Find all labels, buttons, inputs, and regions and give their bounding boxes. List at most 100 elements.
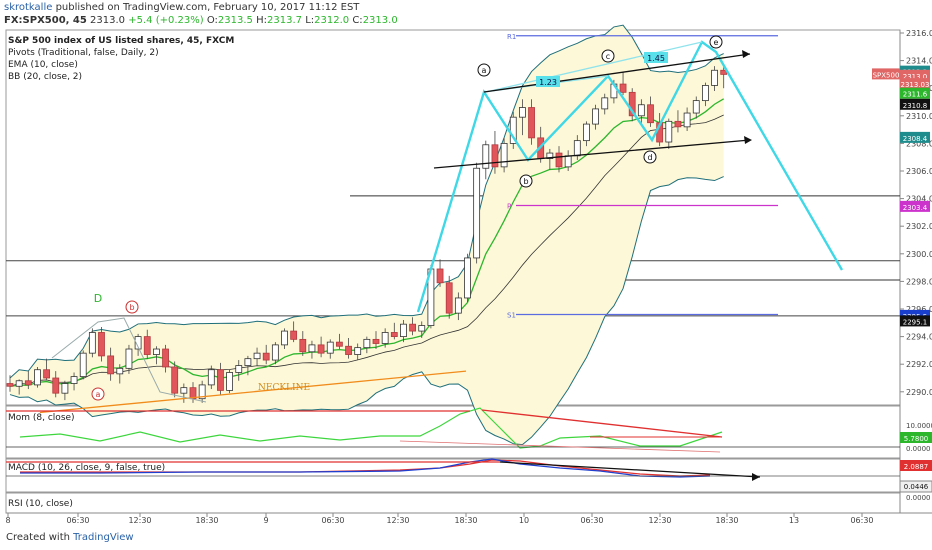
price-tick-label: 2296.0 xyxy=(906,305,932,314)
candle xyxy=(436,268,444,284)
legend-ema[interactable]: EMA (10, close) xyxy=(8,60,78,70)
wave-label-circle xyxy=(643,150,657,164)
candle xyxy=(299,338,307,353)
arrow-head xyxy=(752,473,760,481)
legend-bb[interactable]: BB (20, close, 2) xyxy=(8,72,83,82)
published-text: published on TradingView.com, February 1… xyxy=(55,2,360,13)
candle xyxy=(152,348,160,355)
price-tick-label: 2298.0 xyxy=(906,277,932,286)
time-tick-label: 06:30 xyxy=(321,516,344,525)
time-tick-label: 10 xyxy=(519,516,529,525)
wave-label-circle xyxy=(125,300,139,314)
channel-lower-line xyxy=(433,139,751,169)
price-tick-label: 2294.0 xyxy=(906,333,932,342)
candle xyxy=(180,387,188,394)
candle xyxy=(308,344,316,353)
time-tick-label: 06:30 xyxy=(850,516,873,525)
candle xyxy=(601,97,609,110)
legend-pivots[interactable]: Pivots (Traditional, false, Daily, 2) xyxy=(8,48,159,58)
candle xyxy=(116,367,124,375)
candle xyxy=(665,120,673,143)
price-tick-label: 2302.0 xyxy=(906,222,932,231)
candle xyxy=(345,345,352,355)
open-label: O: xyxy=(206,15,218,26)
arrow-head xyxy=(744,136,752,144)
wave-label: b xyxy=(129,303,134,312)
candle xyxy=(418,325,426,332)
wave-pattern xyxy=(416,40,844,313)
candle xyxy=(500,142,508,168)
wave-label: e xyxy=(714,38,719,47)
neckline xyxy=(39,370,467,414)
candle xyxy=(491,144,499,168)
tradingview-logo-text[interactable]: TradingView xyxy=(73,532,134,543)
candle xyxy=(88,332,96,354)
candle xyxy=(683,112,691,128)
momentum-tick-label: 0.0000 xyxy=(906,445,931,453)
candle xyxy=(171,366,179,394)
price-marker-box xyxy=(872,68,900,80)
candle xyxy=(98,332,105,357)
price-marker-box xyxy=(900,309,930,321)
candle xyxy=(335,341,343,347)
candle xyxy=(628,91,636,117)
price-marker-label: 2303.4 xyxy=(903,204,928,212)
legend-rsi[interactable]: RSI (10, close) xyxy=(8,499,73,509)
price-marker-box xyxy=(900,87,930,99)
low-value: 2312.0 xyxy=(314,15,350,26)
price-marker-label: 2295.1 xyxy=(903,318,928,326)
candle xyxy=(674,120,682,128)
wave-label-circle xyxy=(91,387,105,401)
time-tick-label: 12:30 xyxy=(386,516,409,525)
low-label: L: xyxy=(305,15,315,26)
price-tick-label: 2306.0 xyxy=(906,167,932,176)
price-tick-label: 2292.0 xyxy=(906,360,932,369)
candle xyxy=(363,338,371,349)
candle xyxy=(326,341,334,354)
candle xyxy=(354,347,362,355)
price-marker-box xyxy=(900,200,930,212)
price-marker-label: 2308.4 xyxy=(903,135,928,143)
arrow-head xyxy=(742,50,750,58)
candle xyxy=(519,107,526,118)
symbol-line: FX:SPX500, 45 2313.0 +5.4 (+0.23%) O:231… xyxy=(4,15,398,26)
candle xyxy=(226,372,234,391)
candle xyxy=(583,123,590,142)
high-value: 2313.7 xyxy=(267,15,302,26)
candle xyxy=(107,355,115,375)
time-tick-label: 18:30 xyxy=(195,516,218,525)
price-tick-label: 2300.0 xyxy=(906,250,932,259)
candle xyxy=(198,384,206,400)
candle xyxy=(317,344,325,354)
candle xyxy=(34,369,41,386)
candle xyxy=(281,330,288,346)
legend-momentum[interactable]: Mom (8, close) xyxy=(8,413,75,423)
legend-macd[interactable]: MACD (10, 26, close, 9, false, true) xyxy=(8,463,166,473)
author-link[interactable]: skrotkalle xyxy=(4,2,53,13)
wave-pattern-lower xyxy=(51,317,207,403)
candle xyxy=(290,330,298,340)
open-value: 2313.5 xyxy=(217,15,253,26)
candle xyxy=(564,155,572,168)
candle xyxy=(637,104,645,117)
candle xyxy=(390,332,398,337)
candle xyxy=(253,352,261,360)
candle xyxy=(482,144,490,169)
macd-marker-label: 2.0887 xyxy=(904,463,929,471)
momentum-line xyxy=(19,407,723,449)
price-tick-label: 2316.0 xyxy=(906,29,932,38)
channel-upper-line xyxy=(483,53,751,93)
ratio-box xyxy=(536,76,560,87)
wave-label-circle xyxy=(519,174,533,188)
momentum-trend-line xyxy=(481,409,723,438)
candle xyxy=(464,257,471,299)
candle xyxy=(692,100,700,114)
candle xyxy=(546,152,554,159)
candle xyxy=(235,365,243,373)
candle xyxy=(217,369,224,391)
close-label: C: xyxy=(352,15,363,26)
candle xyxy=(473,167,481,259)
price-marker-label: 2313.0 xyxy=(903,73,928,81)
price-marker-box xyxy=(900,98,930,110)
